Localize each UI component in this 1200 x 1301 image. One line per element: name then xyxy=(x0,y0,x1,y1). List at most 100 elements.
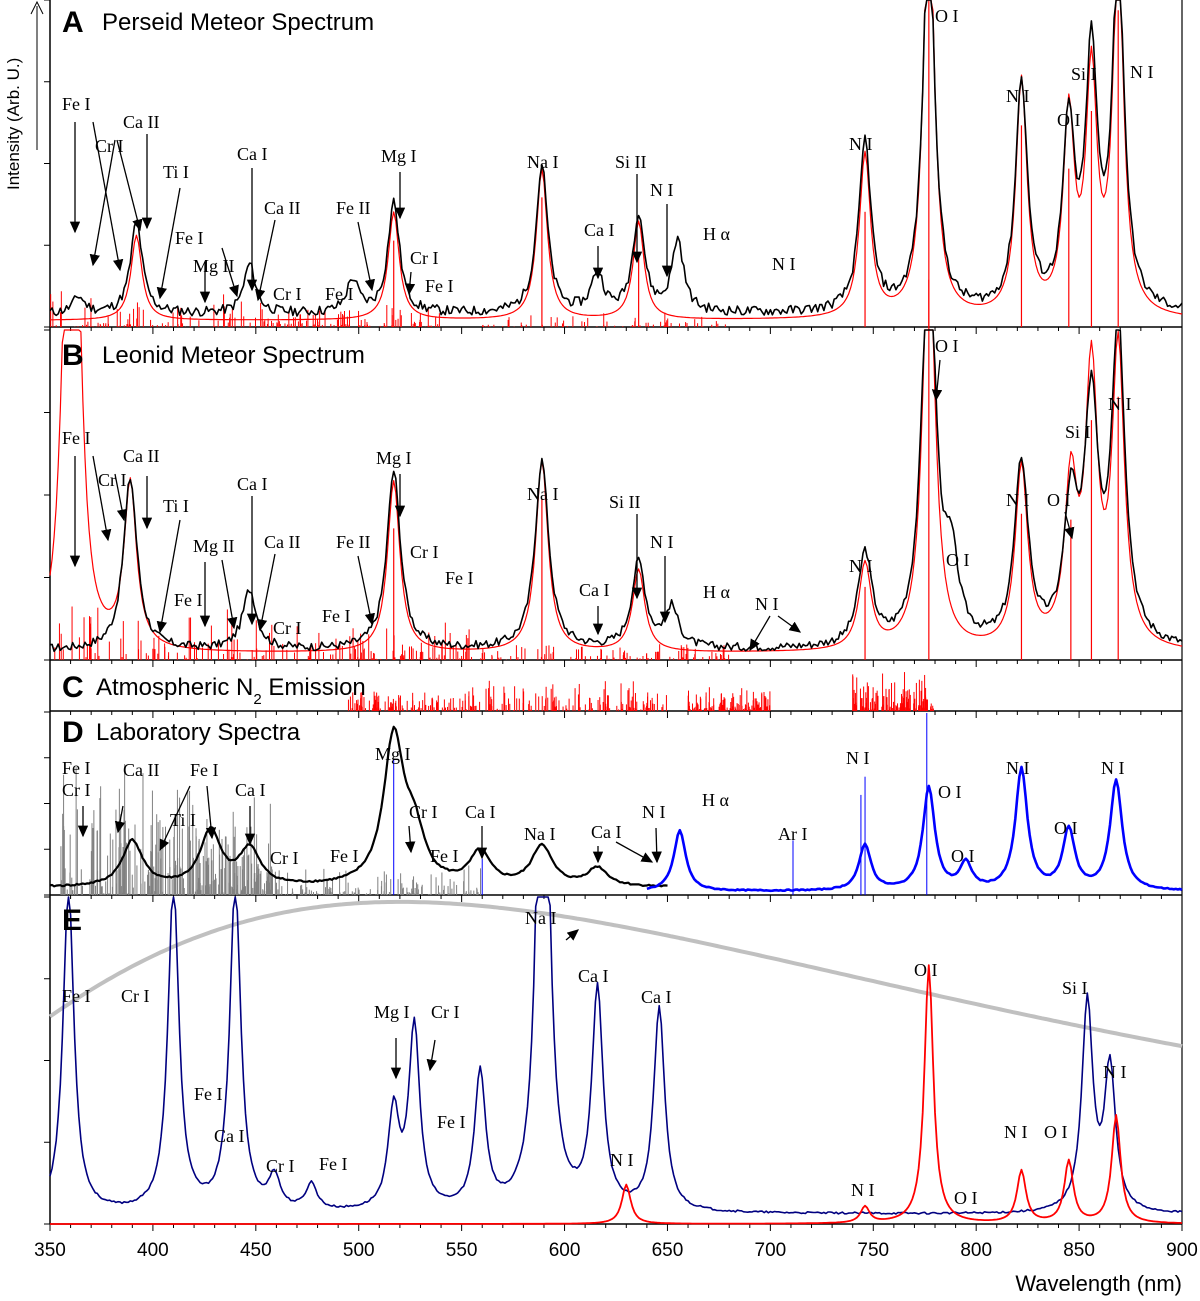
line-label: N I xyxy=(851,1180,875,1200)
air-lines-spectrum xyxy=(50,964,1183,1225)
line-label: Cr I xyxy=(121,986,150,1006)
line-label: O I xyxy=(935,6,959,26)
line-label: Ti I xyxy=(163,496,189,516)
line-label: Mg I xyxy=(381,146,417,166)
panel-title-subscript: 2 xyxy=(253,691,261,708)
annotation-arrow xyxy=(114,805,126,834)
line-label: Fe I xyxy=(62,428,91,448)
annotation-arrow xyxy=(221,247,239,298)
line-label: Ca I xyxy=(235,780,266,800)
line-label: Ca I xyxy=(591,822,622,842)
x-tick-label: 650 xyxy=(652,1240,684,1261)
annotation-arrow xyxy=(426,1039,437,1072)
panel-letter: B xyxy=(62,339,84,372)
line-label: N I xyxy=(1103,1062,1127,1082)
x-tick-label: 700 xyxy=(755,1240,787,1261)
line-label: Fe I xyxy=(190,760,219,780)
line-label: Ca II xyxy=(264,198,300,218)
line-label: Cr I xyxy=(273,284,302,304)
line-label: N I xyxy=(1130,62,1154,82)
line-label: N I xyxy=(642,802,666,822)
line-label: N I xyxy=(650,532,674,552)
line-label: Fe I xyxy=(62,986,91,1006)
annotation-arrow xyxy=(615,841,654,863)
line-label: Mg II xyxy=(193,256,235,276)
line-label: Fe I xyxy=(174,590,203,610)
line-label: H α xyxy=(703,582,730,602)
line-label: Ca I xyxy=(214,1126,245,1146)
line-label: Si I xyxy=(1062,978,1088,998)
line-label: Cr I xyxy=(95,136,124,156)
annotation-arrow xyxy=(256,553,276,632)
line-label: Fe I xyxy=(430,846,459,866)
line-label: N I xyxy=(650,180,674,200)
line-label: N I xyxy=(1006,86,1030,106)
continuum-curve xyxy=(48,899,1183,1049)
line-label: Ca I xyxy=(641,987,672,1007)
annotation-arrow xyxy=(114,473,128,522)
line-label: Fe I xyxy=(62,94,91,114)
x-tick-label: 350 xyxy=(34,1240,66,1261)
line-label: N I xyxy=(1004,1122,1028,1142)
line-label: Ca I xyxy=(578,966,609,986)
line-label: Mg I xyxy=(374,1002,410,1022)
line-label: Cr I xyxy=(431,1002,460,1022)
line-label: H α xyxy=(702,790,729,810)
annotation-arrow xyxy=(221,559,238,630)
x-tick-label: 850 xyxy=(1063,1240,1095,1261)
observed-spectrum-line xyxy=(49,329,1183,653)
line-label: N I xyxy=(846,748,870,768)
line-label: Ca II xyxy=(123,760,159,780)
line-label: Cr I xyxy=(62,780,91,800)
annotation-arrow xyxy=(255,219,276,302)
line-label: Ca I xyxy=(584,220,615,240)
annotation-arrow xyxy=(156,187,181,300)
line-label: Fe I xyxy=(194,1084,223,1104)
panel-title: Leonid Meteor Spectrum xyxy=(102,342,365,369)
x-tick-label: 900 xyxy=(1166,1240,1198,1261)
line-label: Cr I xyxy=(410,248,439,268)
line-label: O I xyxy=(1054,818,1078,838)
line-label: Fe I xyxy=(319,1154,348,1174)
model-spectrum-line xyxy=(50,0,1183,321)
annotation-arrow xyxy=(92,121,124,272)
annotation-arrow xyxy=(777,615,802,633)
line-label: Mg II xyxy=(193,536,235,556)
annotation-arrow xyxy=(749,615,771,652)
line-label: Fe I xyxy=(325,284,354,304)
x-axis-title: Wavelength (nm) xyxy=(1015,1271,1182,1296)
line-label: Fe I xyxy=(175,228,204,248)
line-label: Na I xyxy=(524,824,555,844)
line-label: Ar I xyxy=(778,824,808,844)
air-plasma-spectrum-line xyxy=(646,765,1183,893)
panel-title: Perseid Meteor Spectrum xyxy=(102,9,374,36)
annotation-arrow xyxy=(205,785,217,840)
annotation-arrow xyxy=(1064,511,1075,540)
line-label: N I xyxy=(1006,490,1030,510)
line-label: Na I xyxy=(525,908,556,928)
annotation-arrow xyxy=(357,555,375,626)
line-label: N I xyxy=(755,594,779,614)
line-label: H α xyxy=(703,224,730,244)
line-label: Mg I xyxy=(376,448,412,468)
line-label: Ca I xyxy=(579,580,610,600)
line-label: Cr I xyxy=(98,470,127,490)
x-tick-label: 450 xyxy=(240,1240,272,1261)
annotation-arrow xyxy=(156,519,181,634)
x-tick-label: 750 xyxy=(857,1240,889,1261)
line-label: Si I xyxy=(1071,64,1097,84)
line-label: Ca I xyxy=(237,474,268,494)
line-label: N I xyxy=(1101,758,1125,778)
panel-title: Atmospheric N2 Emission xyxy=(96,674,366,708)
annotation-arrow xyxy=(405,825,416,854)
line-label: Cr I xyxy=(270,848,299,868)
model-spectrum-line xyxy=(49,329,1183,652)
annotation-arrow xyxy=(931,359,943,402)
line-label: Ca II xyxy=(123,112,159,132)
annotation-arrow xyxy=(116,139,143,232)
annotation-arrow xyxy=(404,271,416,296)
line-label: N I xyxy=(1006,758,1030,778)
line-label: Ca II xyxy=(264,532,300,552)
line-label: N I xyxy=(610,1150,634,1170)
